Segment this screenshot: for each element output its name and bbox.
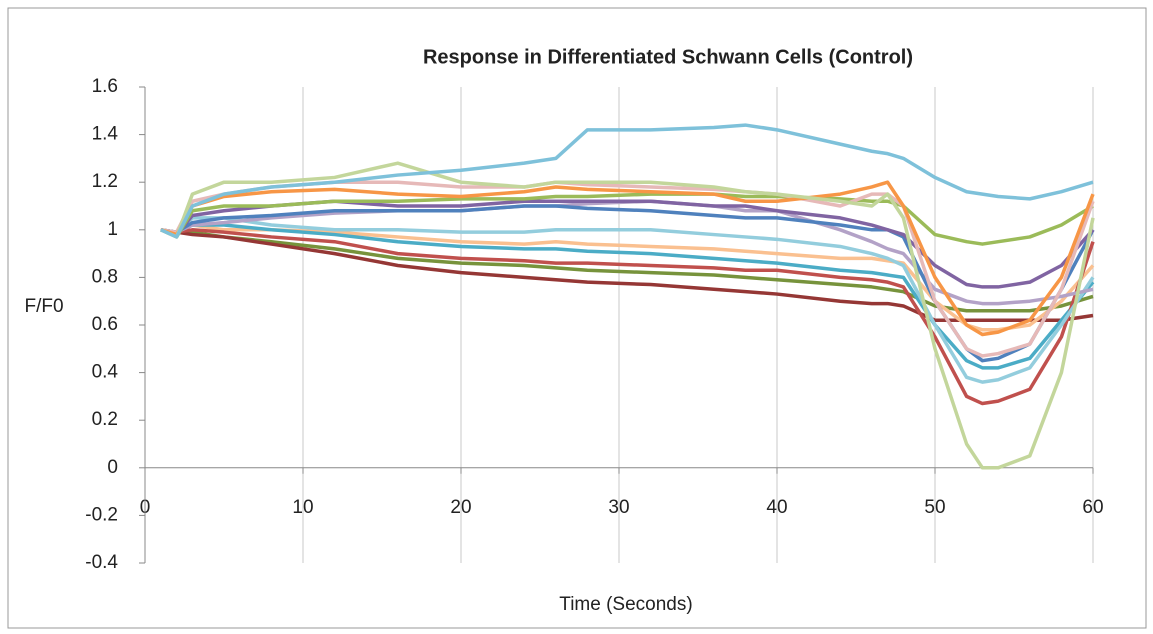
y-tick-label: 0 (107, 457, 118, 478)
x-tick-label: 60 (1082, 497, 1103, 518)
series-line (160, 192, 1094, 246)
y-tick-label: 0.4 (92, 362, 119, 383)
y-tick-label: 1.4 (92, 124, 119, 145)
y-tick-label: 1 (107, 219, 118, 240)
x-tick-label: 30 (608, 497, 629, 518)
series-line (160, 199, 1094, 306)
x-tick-label: 10 (292, 497, 313, 518)
x-tick-label: 20 (450, 497, 471, 518)
series-line (160, 204, 1095, 363)
series-line (160, 123, 1094, 239)
y-tick-label: 1.2 (92, 171, 118, 192)
y-tick-label: -0.4 (85, 552, 118, 573)
y-tick-label: -0.2 (85, 504, 118, 525)
y-axis-title: F/F0 (24, 296, 63, 317)
y-tick-label: 0.6 (92, 314, 118, 335)
x-tick-label: 40 (766, 497, 787, 518)
series-line (160, 228, 1094, 322)
y-tick-label: 0.2 (92, 409, 118, 430)
series-line (160, 161, 1095, 470)
series-line (160, 216, 1095, 384)
chart-title: Response in Differentiated Schwann Cells… (423, 46, 913, 68)
series-line (160, 228, 1094, 313)
chart-frame (7, 7, 1147, 629)
y-tick-label: 1.6 (92, 76, 118, 97)
x-tick-label: 50 (924, 497, 945, 518)
series-line (160, 180, 1095, 337)
series-line (160, 228, 1095, 406)
y-tick-label: 0.8 (92, 266, 118, 287)
x-axis-title: Time (Seconds) (559, 594, 692, 615)
series-line (160, 223, 1095, 370)
